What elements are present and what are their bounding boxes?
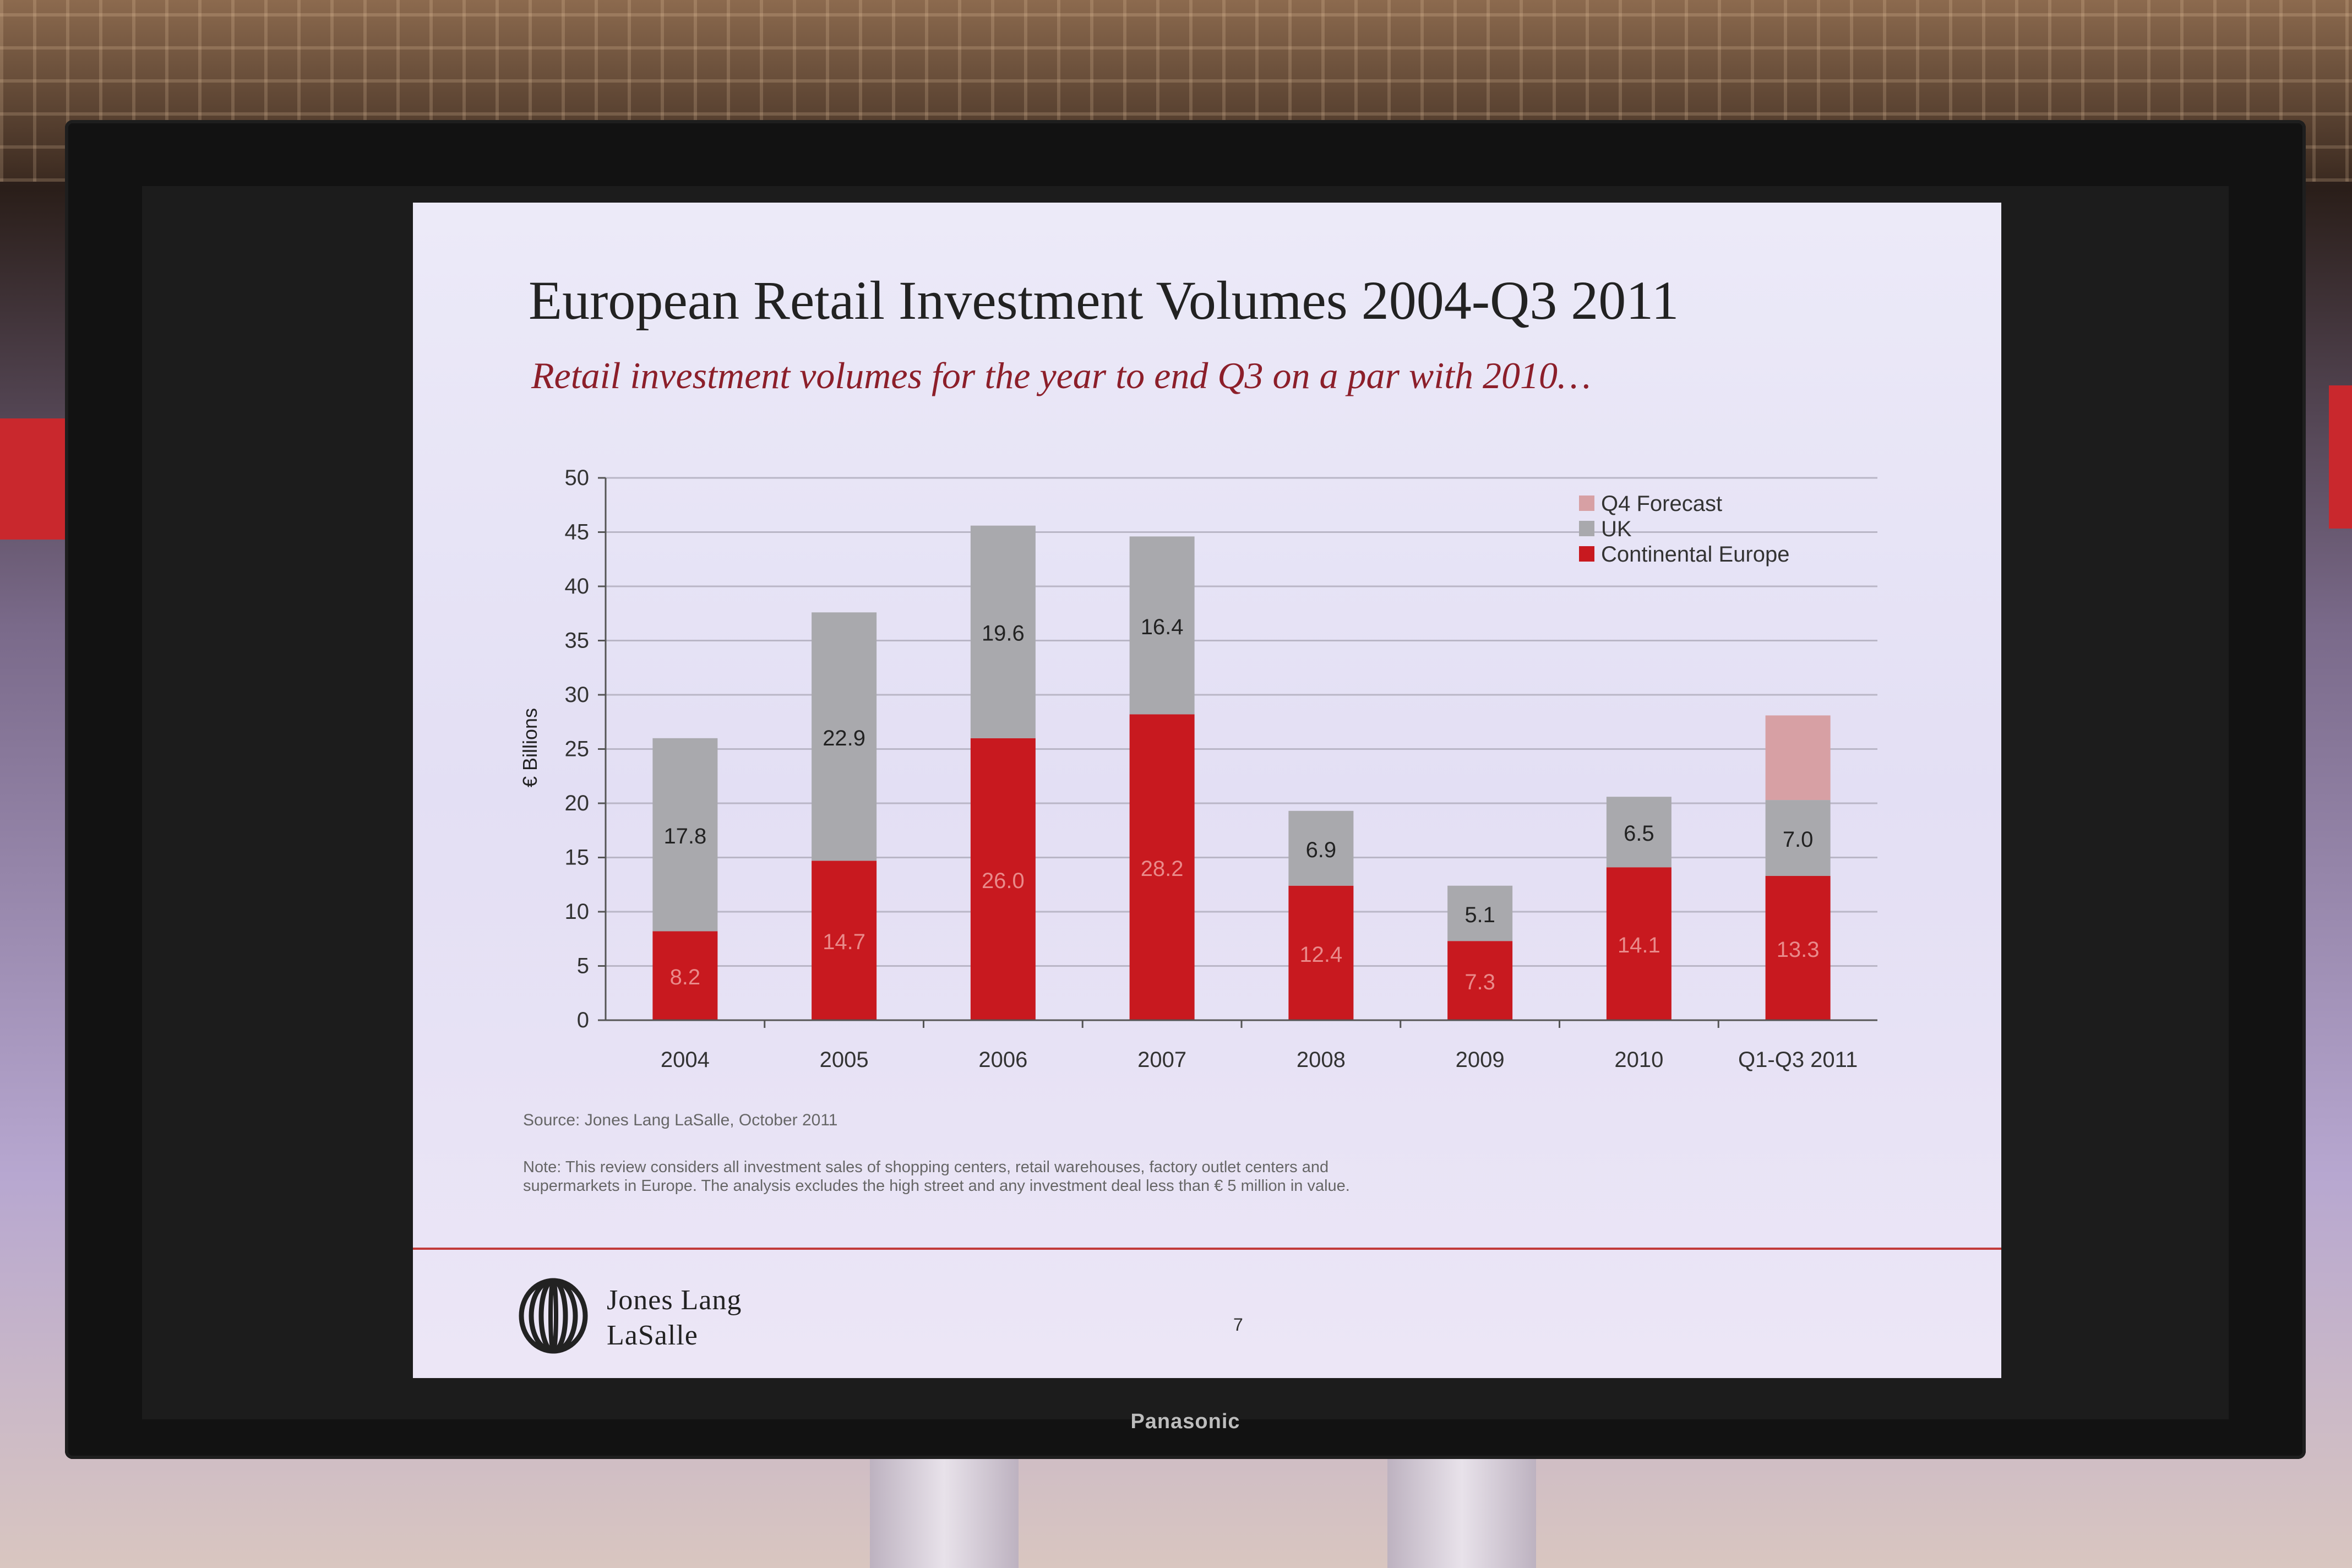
bar-segment xyxy=(652,738,718,932)
monitor-stand-left xyxy=(870,1459,1019,1568)
data-label: 12.4 xyxy=(1299,943,1342,967)
methodology-note: Note: This review considers all investme… xyxy=(523,1158,1350,1195)
x-tick-label: Q1-Q3 2011 xyxy=(1738,1048,1858,1072)
company-logo-text: Jones Lang LaSalle xyxy=(607,1283,742,1353)
slide-title: European Retail Investment Volumes 2004-… xyxy=(529,270,1679,331)
bar-segment xyxy=(1765,875,1831,1020)
data-label: 14.7 xyxy=(823,930,865,954)
data-label: 5.1 xyxy=(1464,903,1495,927)
bar-segment xyxy=(1765,715,1831,801)
data-label: 6.5 xyxy=(1624,821,1654,846)
data-label: 26.0 xyxy=(982,869,1025,893)
data-label: 7.3 xyxy=(1464,970,1495,994)
x-tick-label: 2008 xyxy=(1297,1048,1346,1072)
wall-panel-right xyxy=(2329,385,2352,529)
bar-segment xyxy=(1606,867,1672,1020)
x-tick-label: 2010 xyxy=(1614,1048,1663,1072)
bar-segment xyxy=(970,738,1036,1020)
data-label: 19.6 xyxy=(982,622,1025,646)
slide-subtitle: Retail investment volumes for the year t… xyxy=(531,355,1591,396)
data-label: 22.9 xyxy=(823,726,865,750)
legend-swatch xyxy=(1579,496,1594,511)
data-label: 16.4 xyxy=(1141,615,1184,639)
legend-label: UK xyxy=(1601,517,1632,541)
bar-segment xyxy=(1288,885,1354,1020)
bar-segment xyxy=(1129,714,1195,1020)
presentation-slide: European Retail Investment Volumes 2004-… xyxy=(413,203,2001,1378)
y-tick-label: 45 xyxy=(565,520,590,545)
bar-segment xyxy=(970,525,1036,738)
jll-logo-icon xyxy=(519,1278,588,1354)
logo-text-line-1: Jones Lang xyxy=(607,1284,742,1316)
chart-axes: 0 5 10 15 20 25 30 35 40 45 50 2004 2005 2006 2007 2008… xyxy=(565,466,1877,1072)
y-tick-label: 35 xyxy=(565,629,590,653)
bar-segment xyxy=(652,931,718,1020)
y-tick-label: 0 xyxy=(577,1008,589,1032)
y-tick-label: 25 xyxy=(565,737,590,761)
legend-swatch xyxy=(1579,521,1594,536)
legend-label: Q4 Forecast xyxy=(1601,492,1722,516)
y-tick-label: 30 xyxy=(565,683,590,707)
bar-segment xyxy=(1447,885,1513,941)
y-tick-label: 5 xyxy=(577,954,589,978)
bar-segment xyxy=(1606,797,1672,868)
bar-segment xyxy=(812,612,877,861)
y-tick-label: 40 xyxy=(565,574,590,598)
logo-text-line-2: LaSalle xyxy=(607,1320,698,1351)
y-tick-label: 20 xyxy=(565,791,590,815)
data-label: 13.3 xyxy=(1777,938,1820,962)
source-citation: Source: Jones Lang LaSalle, October 2011 xyxy=(523,1111,838,1129)
x-tick-label: 2005 xyxy=(820,1048,869,1072)
footer-divider xyxy=(413,1248,2001,1250)
data-label: 17.8 xyxy=(663,824,706,848)
data-label: 7.0 xyxy=(1783,827,1814,852)
data-label: 28.2 xyxy=(1141,857,1184,881)
data-label: 14.1 xyxy=(1618,933,1660,957)
monitor-stand-right xyxy=(1387,1459,1536,1568)
legend-swatch xyxy=(1579,546,1594,562)
x-tick-label: 2007 xyxy=(1137,1048,1186,1072)
data-label: 8.2 xyxy=(670,965,701,989)
monitor-brand-label: Panasonic xyxy=(1130,1410,1240,1433)
page-number: 7 xyxy=(1233,1315,1243,1335)
x-tick-label: 2009 xyxy=(1456,1048,1505,1072)
bar-segment xyxy=(1447,941,1513,1020)
bar-segment xyxy=(812,861,877,1020)
legend-label: Continental Europe xyxy=(1601,542,1789,567)
y-axis-label: € Billions xyxy=(519,708,541,787)
y-tick-label: 15 xyxy=(565,846,590,870)
x-tick-label: 2006 xyxy=(978,1048,1027,1072)
stacked-bar-chart: 8.2 17.8 14.7 22.9 26.0 19.6 28.2 16.4 12.4 6.9 7.… xyxy=(519,466,1877,1072)
x-tick-label: 2004 xyxy=(661,1048,710,1072)
bar-segment xyxy=(1765,800,1831,876)
chart-bars: 8.2 17.8 14.7 22.9 26.0 19.6 28.2 16.4 12.4 6.9 7.… xyxy=(652,525,1831,1020)
data-label: 6.9 xyxy=(1306,838,1337,862)
bar-segment xyxy=(1288,810,1354,886)
y-tick-label: 50 xyxy=(565,466,590,490)
y-tick-label: 10 xyxy=(565,900,590,924)
bar-segment xyxy=(1129,536,1195,715)
